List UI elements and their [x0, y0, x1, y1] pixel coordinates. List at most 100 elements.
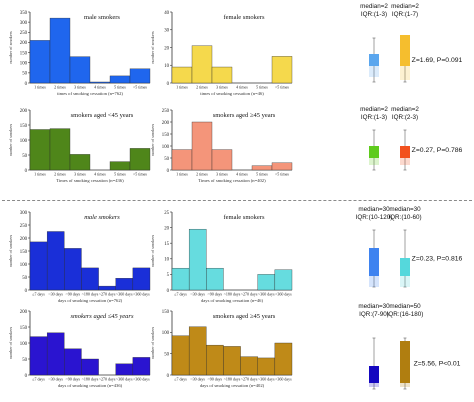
y-tick-label: 30	[164, 29, 169, 34]
bar	[49, 17, 71, 84]
y-tick-label: 300	[20, 211, 28, 216]
y-tick-label: 50	[164, 352, 169, 357]
x-tick-label: ~90 days	[66, 292, 81, 297]
box-label: IQR:(2-3)	[392, 114, 418, 121]
y-tick-label: 50	[22, 72, 27, 77]
x-tick-label: >360 days	[133, 377, 150, 382]
box-label: median=30	[358, 303, 390, 310]
y-tick-label: 150	[162, 310, 170, 315]
x-tick-label: 4 times	[236, 172, 248, 177]
x-axis-label: Times of smoking cessation (n=402)	[198, 178, 266, 183]
x-tick-label: 4 times	[94, 172, 106, 177]
x-tick-label: 4 times	[236, 85, 248, 90]
x-tick-label: 1 times	[34, 172, 46, 177]
y-tick-label: 40	[164, 11, 169, 16]
x-tick-label: 1 times	[176, 85, 188, 90]
x-tick-label: 2 times	[196, 85, 208, 90]
box-lower	[369, 158, 379, 165]
bar	[206, 344, 224, 376]
y-tick-label: 10	[164, 64, 169, 69]
x-tick-label: ~270 days	[241, 377, 258, 382]
bar	[98, 285, 116, 291]
box-lower	[400, 66, 410, 80]
bar	[191, 121, 213, 171]
bar	[171, 335, 190, 376]
x-tick-label: >360 days	[275, 377, 292, 382]
stat-label: Z=5.56, P<0.01	[414, 361, 461, 368]
bar	[274, 269, 293, 291]
y-tick-label: 0	[167, 374, 170, 379]
y-axis-label: number of smokers	[150, 234, 155, 267]
x-tick-label: >5 times	[275, 85, 289, 90]
x-tick-label: ≤7 days	[174, 377, 187, 382]
x-tick-label: ~360 days	[116, 292, 133, 297]
bar	[29, 129, 51, 171]
box-lower	[369, 383, 379, 387]
x-tick-label: ~180 days	[82, 377, 99, 382]
y-tick-label: 100	[20, 263, 28, 268]
y-tick-label: 0	[25, 374, 28, 379]
bar	[257, 357, 276, 376]
y-tick-label: 200	[20, 41, 28, 46]
box-label: IQR:(10-120)	[356, 214, 393, 221]
box-label: median=2	[391, 3, 419, 10]
bar	[251, 165, 273, 171]
box-lower	[400, 276, 410, 287]
x-tick-label: >360 days	[275, 292, 292, 297]
y-tick-label: 100	[20, 139, 28, 144]
bar	[89, 81, 111, 84]
x-axis-label: days of smoking cessation (n=402)	[200, 383, 265, 388]
y-tick-label: 0	[167, 82, 170, 87]
x-tick-label: 5 times	[256, 85, 268, 90]
x-axis-label: times of smoking cessation (n=46)	[200, 91, 264, 96]
y-tick-label: 20	[164, 46, 169, 51]
x-tick-label: ~270 days	[99, 292, 116, 297]
stat-label: Z=0.23, P=0.816	[412, 256, 463, 263]
y-axis-label: number of smokers	[150, 326, 155, 359]
box-label: IQR:(1-3)	[361, 11, 387, 18]
stat-label: Z=1.69, P=0.091	[412, 57, 463, 64]
x-tick-label: ~360 days	[116, 377, 133, 382]
y-tick-label: 100	[162, 145, 170, 150]
x-tick-label: 5 times	[114, 172, 126, 177]
x-tick-label: 4 times	[94, 85, 106, 90]
bar	[132, 357, 151, 376]
bar	[188, 228, 207, 291]
x-tick-label: ~90 days	[208, 292, 223, 297]
box-lower	[369, 276, 379, 287]
box-label: median=2	[391, 106, 419, 113]
y-tick-label: 150	[162, 133, 170, 138]
x-axis-label: days of smoking cessation (n=436)	[58, 383, 123, 388]
x-tick-label: >5 times	[275, 172, 289, 177]
y-tick-label: 25	[164, 211, 169, 216]
box-label: IQR:(7-90)	[359, 311, 389, 318]
x-tick-label: ~270 days	[241, 292, 258, 297]
box-body	[400, 258, 410, 276]
chart-title: smokers aged ≥45 years	[213, 313, 276, 320]
y-tick-label: 15	[164, 242, 169, 247]
bar	[211, 149, 233, 171]
x-tick-label: >5 times	[133, 172, 147, 177]
box-lower	[369, 66, 379, 77]
y-axis-label: number of smokers	[8, 31, 13, 64]
x-tick-label: >360 days	[133, 292, 150, 297]
y-axis-label: number of smokers	[8, 234, 13, 267]
bar	[46, 332, 65, 376]
bar	[129, 68, 151, 84]
bar	[115, 278, 134, 291]
x-axis-label: times of smoking cessation (n=762)	[57, 91, 123, 96]
y-tick-label: 300	[20, 21, 28, 26]
bar	[81, 267, 99, 291]
bar	[271, 162, 293, 171]
bar	[211, 66, 233, 84]
y-tick-label: 250	[162, 109, 170, 114]
box-label: median=50	[389, 303, 421, 310]
box-lower	[400, 158, 410, 165]
box-label: IQR:(16-180)	[387, 311, 424, 318]
x-tick-label: ~270 days	[99, 377, 116, 382]
y-axis-label: number of smokers	[8, 123, 13, 156]
y-tick-label: 100	[20, 62, 28, 67]
chart-title: smokers aged ≥45 years	[213, 112, 276, 119]
bar	[271, 56, 293, 84]
